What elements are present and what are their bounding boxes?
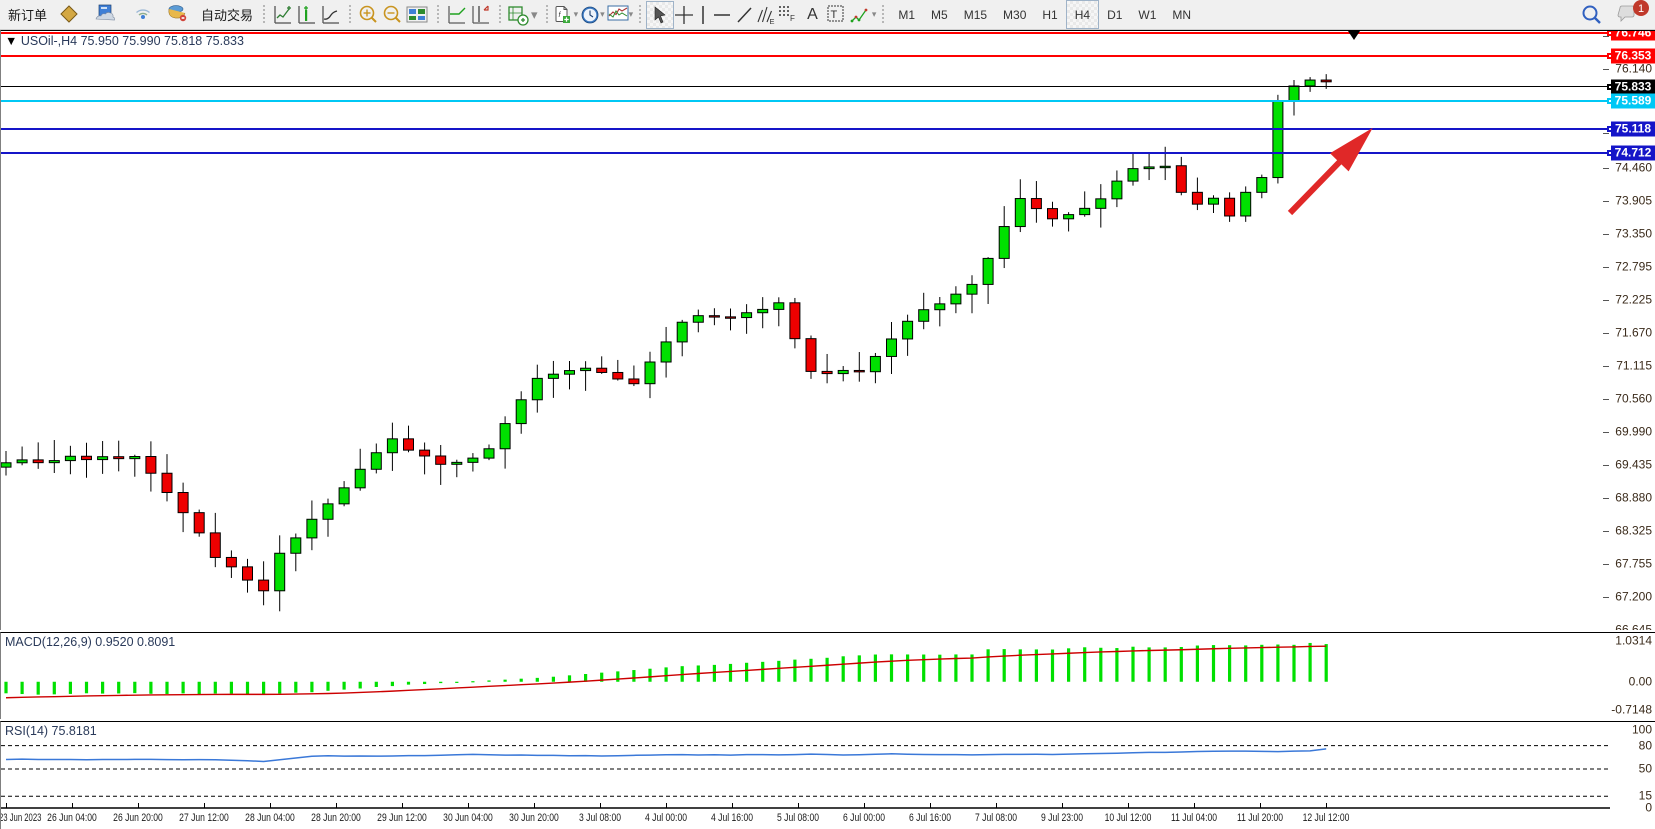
svg-text:E: E	[770, 17, 775, 26]
svg-text:F: F	[790, 14, 795, 23]
svg-text:1: 1	[1638, 3, 1644, 15]
svg-text:T: T	[830, 9, 837, 21]
